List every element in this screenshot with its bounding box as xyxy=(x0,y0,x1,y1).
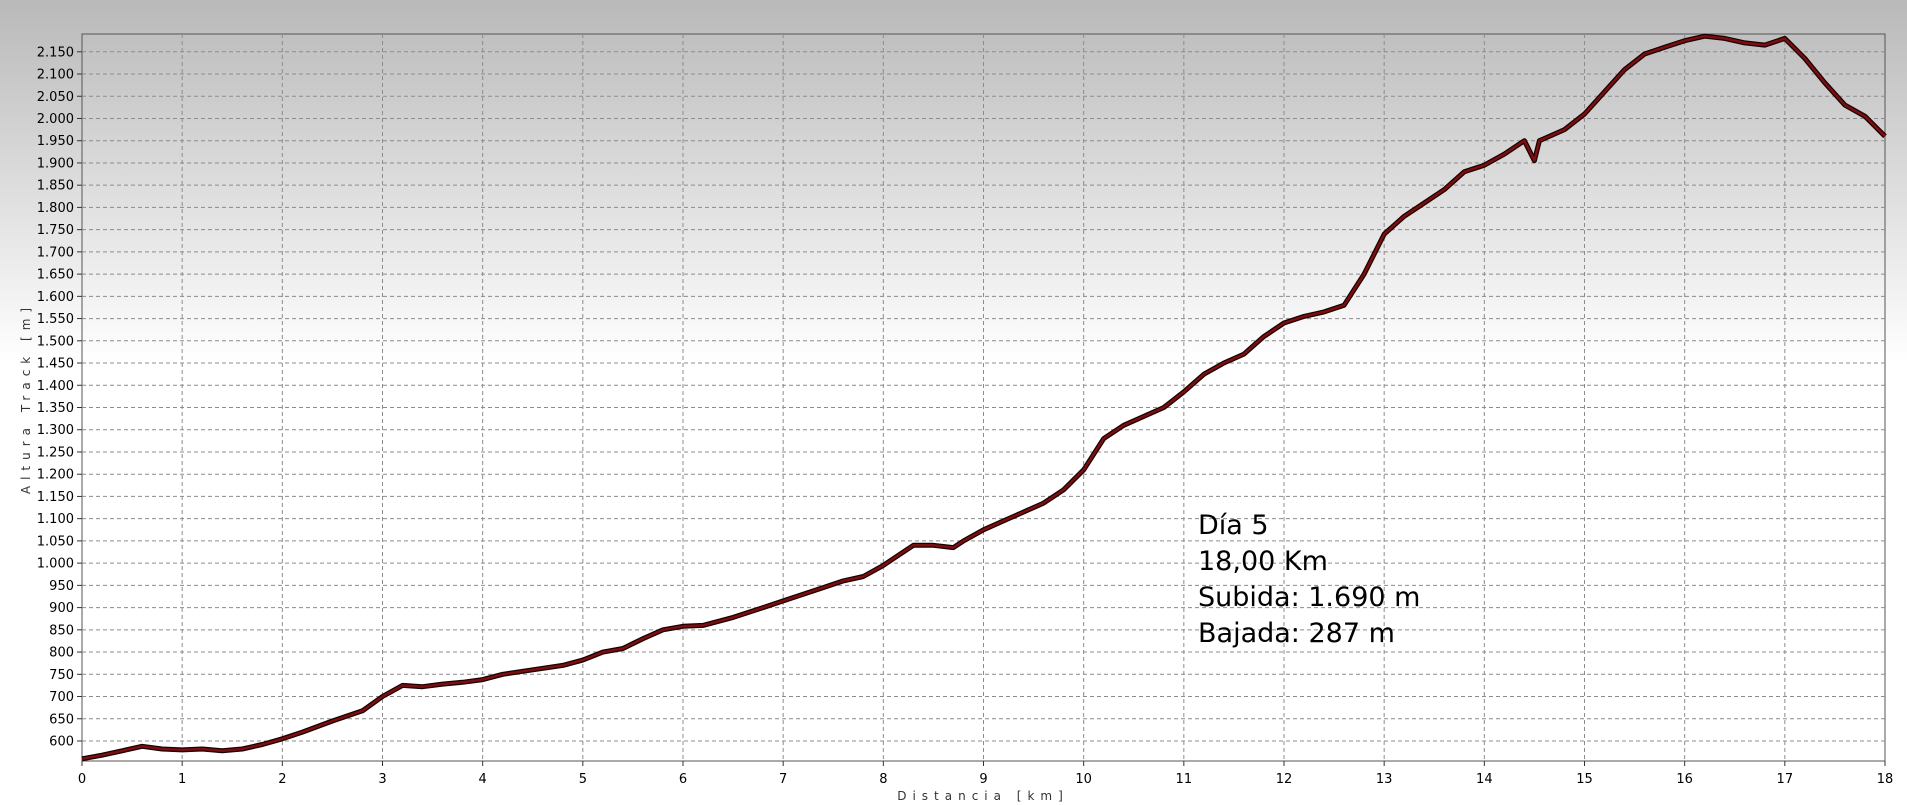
y-axis-ticks: 600 650 700 750 800 850 900 950 1.000 1.050 1.100 1… xyxy=(37,45,82,749)
y-tick-label: 1.850 xyxy=(37,179,74,194)
y-tick-label: 1.000 xyxy=(37,557,74,572)
y-tick-label: 1.500 xyxy=(37,334,74,349)
x-tick-label: 8 xyxy=(879,772,887,787)
y-tick-label: 1.200 xyxy=(37,468,74,483)
x-tick-label: 15 xyxy=(1576,772,1593,787)
y-tick-label: 1.350 xyxy=(37,401,74,416)
y-tick-label: 1.100 xyxy=(37,512,74,527)
y-tick-label: 1.750 xyxy=(37,223,74,238)
elevation-line xyxy=(81,34,1886,761)
x-tick-label: 18 xyxy=(1877,772,1894,787)
x-tick-label: 9 xyxy=(979,772,987,787)
x-tick-label: 0 xyxy=(78,772,86,787)
y-tick-label: 600 xyxy=(49,734,74,749)
y-tick-label: 1.950 xyxy=(37,134,74,149)
summary-annotation: Día 5 18,00 Km Subida: 1.690 m Bajada: 2… xyxy=(1198,510,1420,649)
y-tick-label: 1.400 xyxy=(37,379,74,394)
x-tick-label: 7 xyxy=(779,772,787,787)
y-tick-label: 750 xyxy=(49,668,74,683)
y-tick-label: 950 xyxy=(49,579,74,594)
y-tick-label: 2.050 xyxy=(37,90,74,105)
x-tick-label: 14 xyxy=(1476,772,1493,787)
y-tick-label: 1.700 xyxy=(37,245,74,260)
y-tick-label: 650 xyxy=(49,712,74,727)
y-tick-label: 1.650 xyxy=(37,268,74,283)
y-tick-label: 1.050 xyxy=(37,534,74,549)
grid-lines xyxy=(82,34,1885,761)
x-tick-label: 6 xyxy=(679,772,687,787)
x-tick-label: 1 xyxy=(178,772,186,787)
y-tick-label: 1.900 xyxy=(37,156,74,171)
y-tick-label: 800 xyxy=(49,646,74,661)
x-tick-label: 2 xyxy=(278,772,286,787)
y-tick-label: 2.100 xyxy=(37,68,74,83)
x-tick-label: 10 xyxy=(1075,772,1092,787)
y-axis-title: Altura Track [m] xyxy=(19,302,33,494)
y-tick-label: 1.250 xyxy=(37,445,74,460)
y-tick-label: 2.150 xyxy=(37,45,74,60)
annotation-descent: Bajada: 287 m xyxy=(1198,618,1395,649)
y-tick-label: 1.300 xyxy=(37,423,74,438)
x-axis-title: Distancia [km] xyxy=(897,789,1069,803)
y-tick-label: 1.150 xyxy=(37,490,74,505)
y-tick-label: 2.000 xyxy=(37,112,74,127)
x-tick-label: 5 xyxy=(579,772,587,787)
x-axis-ticks: 0 1 2 3 4 5 6 7 8 9 10 11 12 13 14 15 16 17 18 xyxy=(78,761,1893,787)
y-tick-label: 700 xyxy=(49,690,74,705)
x-tick-label: 17 xyxy=(1777,772,1794,787)
x-tick-label: 3 xyxy=(378,772,386,787)
annotation-distance: 18,00 Km xyxy=(1198,546,1328,577)
x-tick-label: 16 xyxy=(1676,772,1693,787)
y-tick-label: 900 xyxy=(49,601,74,616)
y-tick-label: 1.600 xyxy=(37,290,74,305)
annotation-day: Día 5 xyxy=(1198,510,1269,541)
x-tick-label: 4 xyxy=(479,772,487,787)
y-tick-label: 1.550 xyxy=(37,312,74,327)
y-tick-label: 1.800 xyxy=(37,201,74,216)
x-tick-label: 13 xyxy=(1376,772,1393,787)
x-tick-label: 12 xyxy=(1276,772,1293,787)
x-tick-label: 11 xyxy=(1176,772,1193,787)
y-tick-label: 850 xyxy=(49,623,74,638)
annotation-ascent: Subida: 1.690 m xyxy=(1198,582,1420,613)
y-tick-label: 1.450 xyxy=(37,357,74,372)
